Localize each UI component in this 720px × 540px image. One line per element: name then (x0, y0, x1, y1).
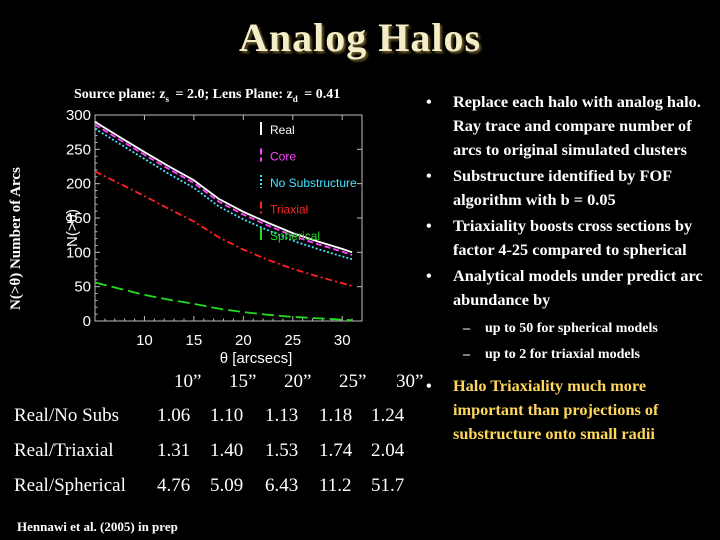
bullet-item: • Triaxiality boosts cross sections by f… (423, 214, 713, 262)
lens-plane-label: Lens Plane: z (212, 87, 293, 102)
legend-label: Real (270, 123, 295, 137)
series-line-core (94, 123, 353, 256)
y-tick-label: 250 (66, 141, 91, 158)
bullet-text: Substructure identified by FOF algorithm… (453, 166, 672, 209)
bullet-icon: • (426, 166, 432, 185)
table-cell: 1.18 (319, 405, 353, 426)
table-cell: 1.31 (157, 440, 191, 461)
x-tick-label: 25 (284, 332, 301, 349)
plot-area: 0 50 100 150 200 250 300 10 15 20 25 30 Real Core No S… (66, 107, 363, 349)
table-cell: 1.10 (210, 405, 244, 426)
x-tick-label: 20 (235, 332, 252, 349)
bullet-item-highlight: • Halo Triaxiality much more important t… (423, 374, 713, 446)
legend-label: Spherical (270, 229, 320, 243)
source-plane-label: Source plane: z (74, 87, 166, 102)
arc-count-chart: 0 50 100 150 200 250 300 10 15 20 25 30 Real Core No S… (64, 107, 363, 367)
dash-icon: – (463, 321, 470, 336)
series-line-spherical (94, 281, 353, 322)
chart-x-axis-label: θ [arcsecs] (220, 350, 293, 367)
row-label: Real/Spherical (14, 475, 126, 496)
dash-icon: – (463, 347, 470, 362)
series-line-no-substructure (94, 127, 353, 261)
series-line-real (94, 121, 353, 254)
table-cell: 5.09 (210, 475, 244, 496)
table-cell: 11.2 (319, 475, 352, 496)
lens-subscript: d (292, 93, 298, 104)
y-tick-label: 0 (83, 313, 91, 330)
bullet-text: Analytical models under predict arc abun… (453, 266, 703, 309)
bullet-text: Replace each halo with analog halo. Ray … (453, 92, 701, 159)
x-tick-label: 30 (334, 332, 351, 349)
lens-plane-value: = 0.41 (304, 87, 341, 102)
bullet-icon: • (426, 92, 432, 111)
table-header: 30” (396, 371, 424, 392)
bullet-text: Halo Triaxiality much more important tha… (453, 376, 659, 443)
table-cell: 1.24 (371, 405, 405, 426)
table-header: 20” (284, 371, 312, 392)
bullet-text: Triaxiality boosts cross sections by fac… (453, 216, 693, 259)
legend-label: Core (270, 150, 296, 164)
row-label: Real/No Subs (14, 405, 120, 426)
table-header: 25” (339, 371, 367, 392)
y-tick-label: 300 (66, 107, 91, 124)
table-cell: 1.40 (210, 440, 244, 461)
chart-subtitle: Source plane: zs = 2.0; Lens Plane: zd =… (74, 87, 340, 104)
table-cell: 1.74 (319, 440, 353, 461)
table-cell: 1.53 (265, 440, 299, 461)
table-cell: 2.04 (371, 440, 405, 461)
bullet-icon: • (426, 266, 432, 285)
y-tick-label: 100 (66, 244, 91, 261)
bullet-item: • Replace each halo with analog halo. Ra… (423, 90, 713, 162)
source-subscript: s (165, 93, 170, 104)
x-tick-label: 15 (186, 332, 203, 349)
sub-bullet-text: up to 50 for spherical models (485, 321, 658, 336)
y-tick-label: 200 (66, 176, 91, 193)
legend-label: Triaxial (270, 203, 308, 217)
table-header: 15” (229, 371, 257, 392)
table-cell: 1.13 (265, 405, 299, 426)
bullet-list: • Replace each halo with analog halo. Ra… (423, 90, 713, 448)
citation: Hennawi et al. (2005) in prep (17, 519, 178, 534)
table-cell: 4.76 (157, 475, 191, 496)
bullet-item: • Substructure identified by FOF algorit… (423, 164, 713, 212)
y-tick-label: 50 (74, 279, 91, 296)
row-label: Real/Triaxial (14, 440, 114, 461)
series-line-triaxial (94, 170, 353, 287)
y-tick-label: 150 (66, 210, 91, 227)
bullet-item: • Analytical models under predict arc ab… (423, 264, 713, 312)
x-tick-label: 10 (136, 332, 153, 349)
table-header: 10” (174, 371, 202, 392)
slide-title: Analog Halos (238, 15, 482, 60)
plot-frame (94, 114, 363, 322)
table-cell: 1.06 (157, 405, 191, 426)
table-cell: 51.7 (371, 475, 405, 496)
source-plane-value: = 2.0; (175, 87, 210, 102)
sub-bullet-text: up to 2 for triaxial models (485, 347, 640, 362)
table-cell: 6.43 (265, 475, 299, 496)
chart-y-axis-label: N(>θ) (64, 209, 81, 247)
sub-bullet-item: – up to 50 for spherical models (423, 316, 713, 342)
bullet-icon: • (426, 216, 432, 235)
bullet-icon: • (426, 376, 432, 395)
legend-label: No Substructure (270, 176, 357, 190)
sub-bullet-item: – up to 2 for triaxial models (423, 342, 713, 368)
